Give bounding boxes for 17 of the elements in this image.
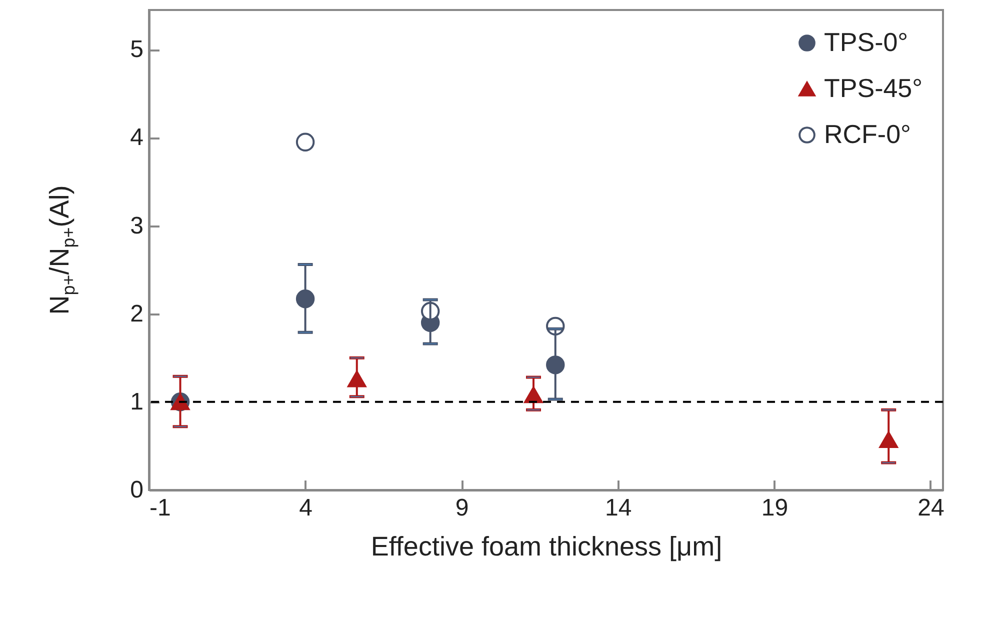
x-tick-label: 24 bbox=[918, 494, 944, 522]
legend-label: RCF-0° bbox=[824, 119, 911, 149]
point bbox=[296, 132, 315, 152]
y-tick-label: 2 bbox=[130, 300, 144, 328]
legend-label: TPS-0° bbox=[824, 27, 908, 57]
y-tick-label: 5 bbox=[130, 36, 144, 64]
x-tick-label: 14 bbox=[605, 494, 632, 522]
x-tick-label: 19 bbox=[761, 494, 788, 522]
legend-label: TPS-45° bbox=[824, 73, 923, 103]
x-tick-label: 4 bbox=[299, 494, 312, 522]
x-axis-title: Effective foam thickness [μm] bbox=[370, 532, 722, 562]
x-tick-label: -1 bbox=[150, 494, 171, 522]
y-tick-label: 1 bbox=[130, 388, 144, 416]
y-tick-label: 0 bbox=[130, 476, 144, 504]
y-tick-label: 4 bbox=[130, 124, 144, 152]
x-tick-label: 9 bbox=[455, 494, 469, 522]
y-tick-label: 3 bbox=[130, 212, 144, 240]
